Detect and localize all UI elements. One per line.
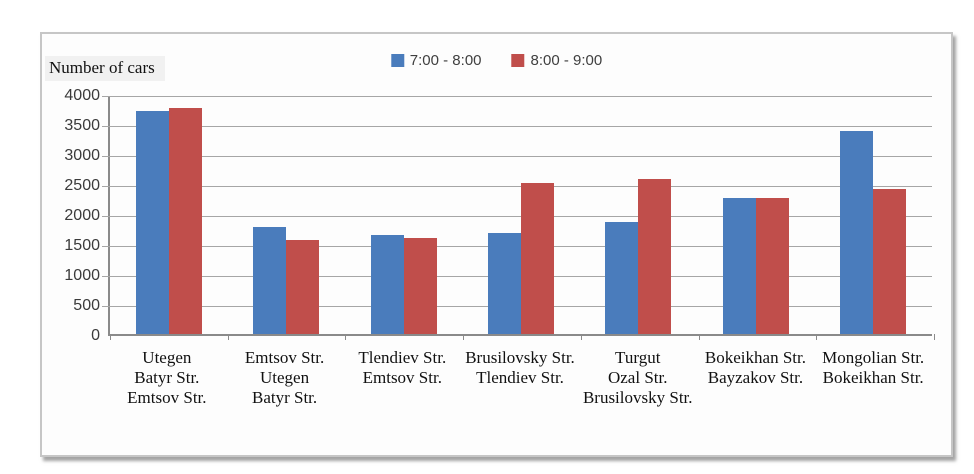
bar-group-1	[110, 96, 227, 334]
bar-group-4	[462, 96, 579, 334]
gridline	[102, 156, 932, 157]
bar-series-2-category-4	[520, 182, 554, 334]
bar-group-2	[227, 96, 344, 334]
x-axis-category-label: Utegen Batyr Str. Emtsov Str.	[127, 348, 207, 407]
x-label-cell-2: Emtsov Str. Utegen Batyr Str.	[226, 348, 344, 408]
bar-series-2-category-2	[286, 239, 320, 334]
x-axis-category-label: Bokeikhan Str. Bayzakov Str.	[704, 348, 806, 387]
legend-label: 7:00 - 8:00	[409, 52, 482, 69]
x-axis-tick	[580, 334, 582, 340]
bar-group-6	[697, 96, 814, 334]
legend-swatch-blue-icon	[390, 54, 404, 67]
x-axis-category-label: Emtsov Str. Utegen Batyr Str.	[244, 348, 325, 407]
y-axis-tick-label: 1500	[64, 237, 100, 254]
x-axis-category-label: Mongolian Str. Bokeikhan Str.	[822, 348, 925, 387]
x-axis-labels: Utegen Batyr Str. Emtsov Str. Emtsov Str.…	[108, 348, 932, 408]
x-axis-tick	[110, 334, 111, 340]
x-label-cell-7: Mongolian Str. Bokeikhan Str.	[814, 348, 932, 408]
legend-label: 8:00 - 9:00	[530, 52, 603, 69]
bar-series-2-category-1	[168, 108, 202, 334]
x-axis-tick	[345, 334, 347, 340]
bar-series-2-category-3	[403, 238, 437, 334]
bar-group-5	[580, 96, 697, 334]
gridline	[102, 186, 932, 187]
bar-series-2-category-7	[873, 189, 907, 334]
bar-series-1-category-7	[840, 131, 874, 334]
x-label-cell-4: Brusilovsky Str. Tlendiev Str.	[461, 348, 579, 408]
y-axis-tick-label: 1000	[64, 267, 100, 284]
x-axis-tick	[463, 334, 465, 340]
legend-item-7-8: 7:00 - 8:00	[390, 52, 482, 69]
bar-series-2-category-6	[755, 197, 789, 334]
x-label-cell-1: Utegen Batyr Str. Emtsov Str.	[108, 348, 226, 408]
x-label-cell-5: Turgut Ozal Str. Brusilovsky Str.	[579, 348, 697, 408]
y-axis-tick-label: 2000	[64, 207, 100, 224]
y-axis-tick-label: 3000	[64, 147, 100, 164]
y-axis-title: Number of cars	[45, 56, 165, 81]
x-label-cell-6: Bokeikhan Str. Bayzakov Str.	[697, 348, 815, 408]
legend-item-8-9: 8:00 - 9:00	[511, 52, 603, 69]
y-axis-tick-label: 500	[73, 297, 100, 314]
gridline	[102, 96, 932, 97]
bar-series-1-category-3	[370, 235, 404, 334]
gridline	[102, 216, 932, 217]
bar-group-7	[815, 96, 932, 334]
chart-container: Number of cars 7:00 - 8:00 8:00 - 9:00 0…	[40, 32, 953, 457]
bar-series-1-category-5	[605, 221, 639, 334]
y-axis-tick-label: 3500	[64, 117, 100, 134]
bar-groups	[110, 96, 932, 334]
legend: 7:00 - 8:00 8:00 - 9:00	[390, 52, 603, 69]
y-axis-tick-label: 0	[91, 327, 100, 344]
x-axis-category-label: Tlendiev Str. Emtsov Str.	[358, 348, 447, 387]
x-label-cell-3: Tlendiev Str. Emtsov Str.	[343, 348, 461, 408]
y-axis-tick-label: 4000	[64, 87, 100, 104]
bar-series-1-category-2	[253, 226, 287, 334]
x-axis-category-label: Brusilovsky Str. Tlendiev Str.	[465, 348, 575, 387]
bar-series-2-category-5	[638, 179, 672, 334]
bar-series-1-category-4	[487, 232, 521, 334]
gridline	[102, 126, 932, 127]
bar-group-3	[345, 96, 462, 334]
bar-series-1-category-6	[722, 197, 756, 334]
x-axis-tick	[816, 334, 818, 340]
legend-swatch-red-icon	[511, 54, 525, 67]
plot-area	[102, 96, 935, 340]
bar-series-1-category-1	[135, 110, 169, 334]
x-axis-tick	[227, 334, 229, 340]
x-axis-category-label: Turgut Ozal Str. Brusilovsky Str.	[582, 348, 693, 407]
x-axis-tick	[934, 334, 935, 340]
y-axis-tick-label: 2500	[64, 177, 100, 194]
x-axis-tick	[698, 334, 700, 340]
